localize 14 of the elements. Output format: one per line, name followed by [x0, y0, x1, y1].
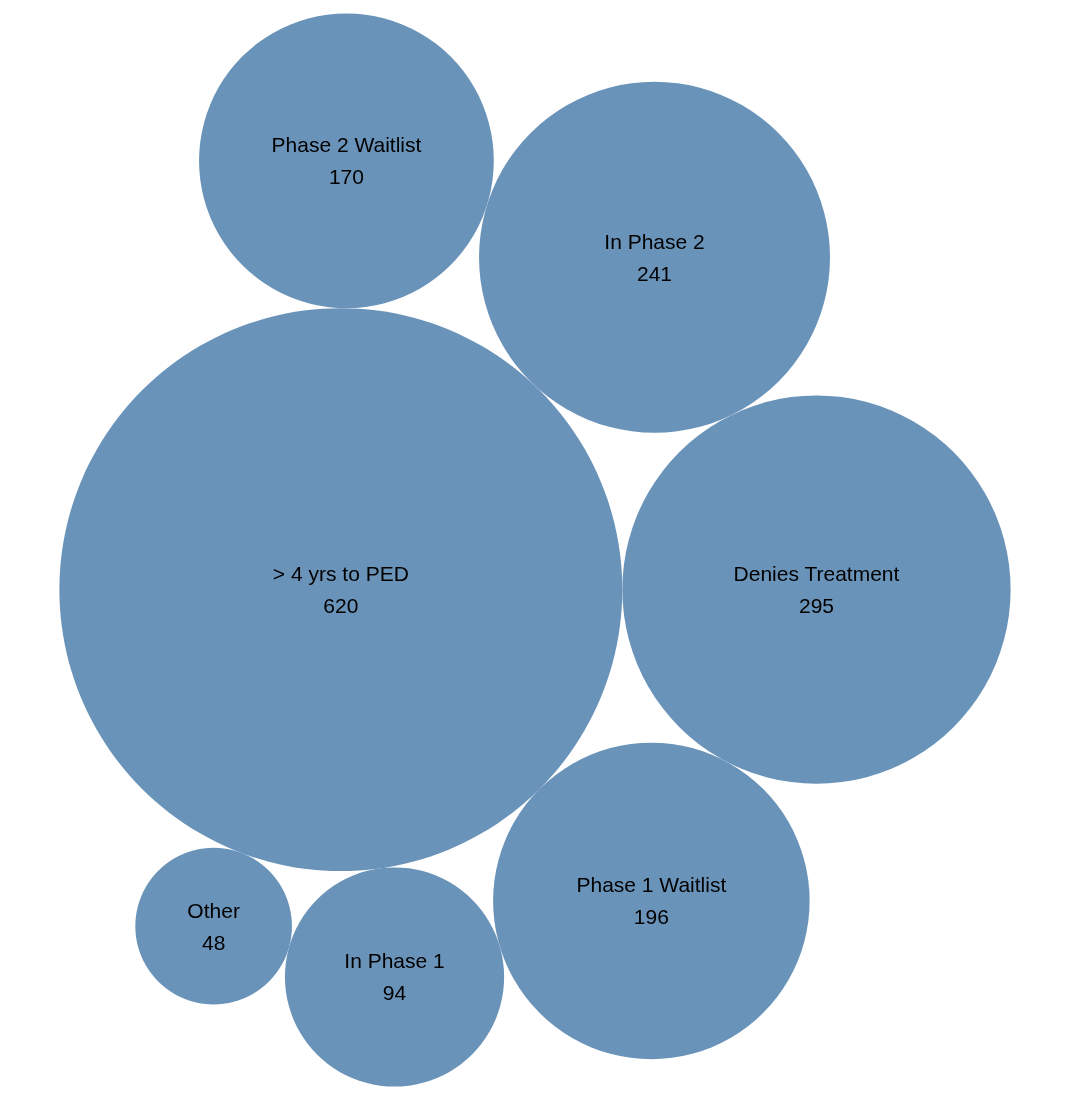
data-label: 295: [798, 594, 834, 618]
category-label: Phase 1 Waitlist: [576, 873, 727, 897]
data-label: 620: [323, 594, 359, 618]
category-label: Other: [187, 898, 240, 922]
category-label: > 4 yrs to PED: [272, 562, 409, 586]
data-label: 94: [382, 981, 407, 1005]
data-label: 170: [328, 165, 364, 189]
data-label: 48: [201, 930, 226, 954]
category-label: In Phase 1: [344, 949, 445, 973]
category-label: Phase 2 Waitlist: [271, 133, 422, 157]
data-label: 241: [637, 261, 673, 285]
data-label: 196: [633, 905, 669, 929]
category-label: Denies Treatment: [733, 562, 900, 586]
category-label: In Phase 2: [604, 229, 705, 253]
